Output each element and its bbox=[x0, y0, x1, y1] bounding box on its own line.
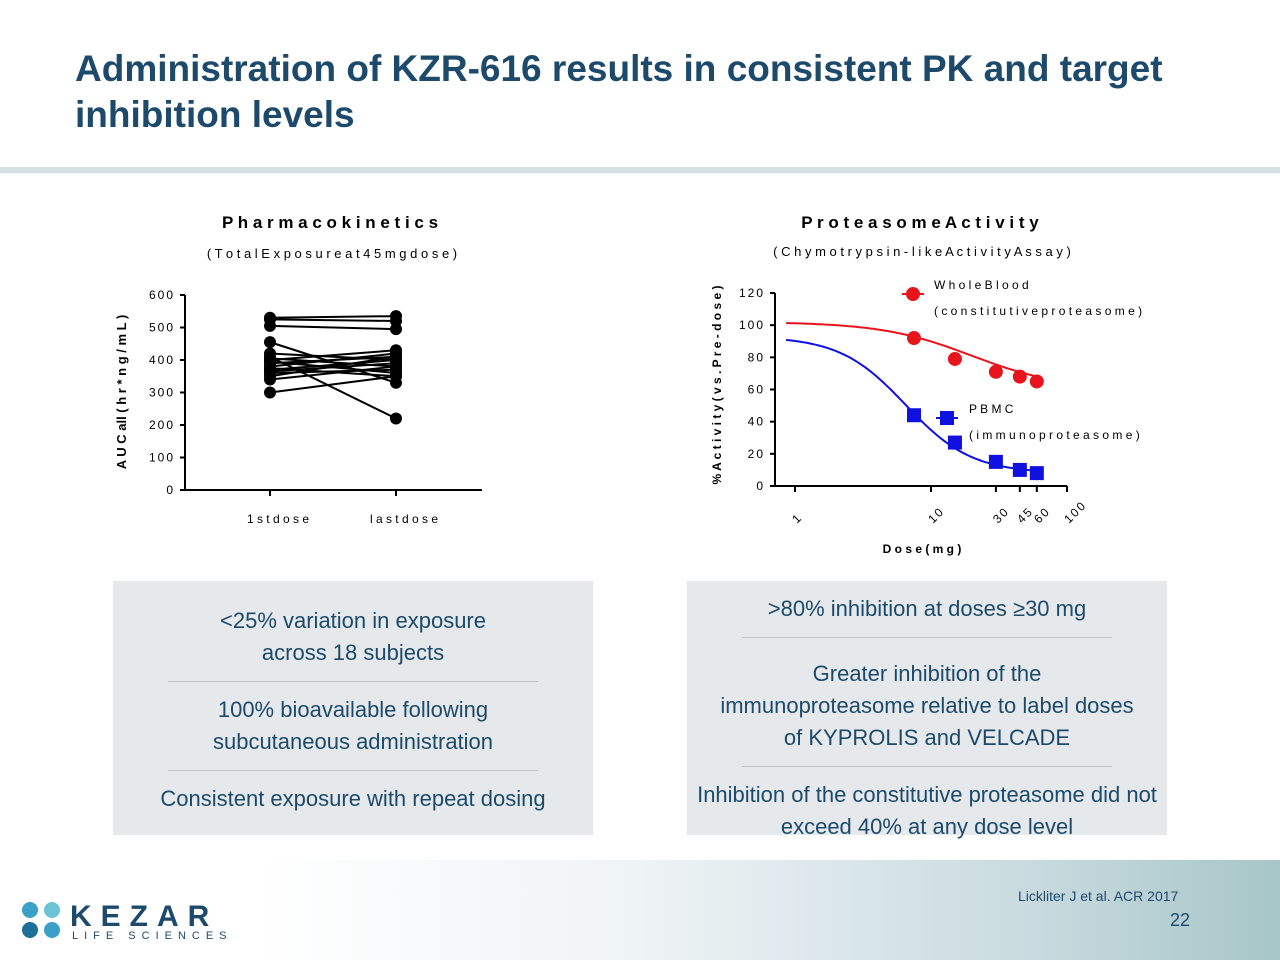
activity-x-label: D o s e ( m g ) bbox=[883, 542, 962, 556]
pk-y-tick-label: 400 bbox=[149, 353, 175, 367]
activity-x-tick-label: 60 bbox=[1031, 504, 1053, 526]
pk-subject-line bbox=[269, 349, 397, 361]
activity-y-label: % A c t i v i t y ( v s . P r e - d o s … bbox=[710, 286, 724, 485]
activity-title: P r o t e a s o m e A c t i v i t y bbox=[801, 213, 1039, 232]
whole-blood-point bbox=[988, 364, 1003, 379]
pk-y-tick-label: 500 bbox=[149, 321, 175, 335]
logo-sub: LIFE SCIENCES bbox=[72, 930, 233, 942]
charts: P h a r m a c o k i n e t i c s ( T o t a… bbox=[114, 213, 1142, 556]
pk-subject-line bbox=[269, 365, 397, 381]
pbmc-point bbox=[988, 454, 1003, 469]
pk-y-tick-label: 0 bbox=[166, 483, 175, 497]
pk-x-tick-label: l a s t d o s e bbox=[370, 512, 438, 526]
pk-summary-box: <25% variation in exposure across 18 sub… bbox=[113, 581, 593, 835]
page-number: 22 bbox=[1170, 910, 1191, 930]
pk-subject-line bbox=[269, 375, 397, 394]
pk-subject-point bbox=[390, 360, 402, 373]
whole-blood-point bbox=[907, 331, 922, 346]
pbmc-point bbox=[947, 435, 962, 450]
whole-blood-point bbox=[1012, 369, 1027, 384]
pk-subject-line bbox=[269, 324, 397, 331]
pk-subject-point bbox=[264, 386, 276, 399]
activity-x-tick-label: 100 bbox=[1061, 498, 1089, 526]
activity-point-1: >80% inhibition at doses ≥30 mg bbox=[767, 596, 1087, 621]
pk-subject-point bbox=[264, 319, 276, 332]
activity-y-tick-label: 20 bbox=[748, 447, 765, 461]
legend-whole-blood-label: W h o l e B l o o d bbox=[934, 278, 1029, 292]
activity-y-tick-label: 120 bbox=[739, 286, 765, 300]
pk-subject-point bbox=[264, 373, 276, 386]
pk-title: P h a r m a c o k i n e t i c s bbox=[222, 213, 438, 232]
pk-point-1: <25% variation in exposure across 18 sub… bbox=[220, 608, 486, 665]
logo-mark-icon bbox=[22, 902, 60, 938]
legend-pbmc-label: P B M C bbox=[969, 402, 1014, 416]
pk-y-tick-label: 100 bbox=[149, 451, 175, 465]
pk-subject-line bbox=[269, 355, 397, 378]
activity-x-tick-label: 30 bbox=[990, 504, 1012, 526]
activity-y-tick-label: 40 bbox=[748, 415, 765, 429]
pk-subject-line bbox=[269, 359, 397, 371]
pk-y-tick-label: 600 bbox=[149, 288, 175, 302]
activity-subtitle: ( C h y m o t r y p s i n - l i k e A c … bbox=[773, 244, 1071, 259]
activity-summary-box: >80% inhibition at doses ≥30 mg Greater … bbox=[687, 581, 1167, 839]
pk-subject-point bbox=[390, 323, 402, 336]
title-divider bbox=[0, 167, 1280, 173]
citation: Lickliter J et al. ACR 2017 bbox=[1018, 888, 1179, 904]
pbmc-point bbox=[907, 408, 922, 423]
pbmc-point bbox=[1012, 462, 1027, 477]
pk-point-2: 100% bioavailable following subcutaneous… bbox=[212, 697, 494, 754]
legend-pbmc-marker bbox=[940, 411, 954, 425]
pk-subject-line bbox=[269, 318, 397, 322]
activity-y-tick-label: 100 bbox=[739, 318, 765, 332]
activity-point-2: Greater inhibition of the immunoproteaso… bbox=[720, 661, 1134, 750]
pk-subtitle: ( T o t a l E x p o s u r e a t 4 5 m g … bbox=[207, 246, 457, 261]
activity-point-3: Inhibition of the constitutive proteasom… bbox=[697, 782, 1157, 839]
pk-subject-point bbox=[390, 370, 402, 383]
whole-blood-point bbox=[947, 351, 962, 366]
slide-title: Administration of KZR-616 results in con… bbox=[75, 48, 1163, 135]
pk-subject-point bbox=[264, 336, 276, 349]
footer-background bbox=[0, 860, 1280, 960]
pk-subject-point bbox=[390, 412, 402, 425]
logo-word: KEZAR bbox=[70, 900, 219, 933]
pbmc-point bbox=[1029, 466, 1044, 481]
activity-y-tick-label: 60 bbox=[748, 383, 765, 397]
pk-subject-line bbox=[269, 352, 397, 361]
pk-y-tick-label: 200 bbox=[149, 418, 175, 432]
legend-whole-blood-marker bbox=[906, 287, 920, 301]
legend-pbmc-sub: ( i m m u n o p r o t e a s o m e ) bbox=[969, 428, 1140, 442]
legend-whole-blood-sub: ( c o n s t i t u t i v e p r o t e a s … bbox=[934, 304, 1142, 318]
pk-y-tick-label: 300 bbox=[149, 386, 175, 400]
activity-x-tick-label: 10 bbox=[925, 504, 947, 526]
pk-subject-line bbox=[269, 315, 397, 319]
pk-subject-point bbox=[390, 350, 402, 363]
activity-x-tick-label: 1 bbox=[789, 510, 805, 526]
pk-x-tick-label: 1 s t d o s e bbox=[247, 512, 309, 526]
pk-y-label: A U C all ( h r * n g / m L ) bbox=[114, 315, 129, 470]
activity-y-tick-label: 0 bbox=[756, 479, 765, 493]
pk-point-3: Consistent exposure with repeat dosing bbox=[160, 786, 546, 811]
pk-subject-line bbox=[269, 355, 397, 420]
activity-y-tick-label: 80 bbox=[748, 350, 765, 364]
whole-blood-point bbox=[1029, 374, 1044, 389]
pk-subject-line bbox=[269, 352, 397, 368]
